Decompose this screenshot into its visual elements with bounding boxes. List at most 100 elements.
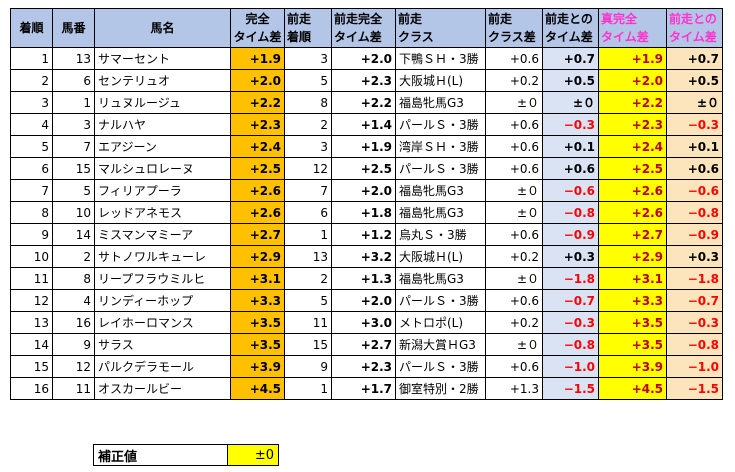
cell-diff-prev: −0.9: [542, 223, 599, 246]
cell-true-perfect: +2.6: [598, 179, 667, 202]
cell-rank: 2: [10, 69, 53, 92]
cell-diff-prev: ±０: [542, 91, 599, 114]
cell-horse-name: レイホーロマンス: [94, 311, 231, 334]
cell-rank: 3: [10, 91, 53, 114]
cell-true-diff: −0.8: [666, 201, 723, 224]
cell-perfect-time: +2.3: [230, 113, 285, 136]
cell-class-diff: +0.6: [485, 223, 543, 246]
cell-prev-rank: 3: [284, 47, 332, 70]
cell-number: 12: [52, 355, 95, 378]
cell-true-diff: +0.1: [666, 135, 723, 158]
cell-number: 3: [52, 113, 95, 136]
cell-prev-rank: 5: [284, 289, 332, 312]
cell-true-diff: −1.5: [666, 377, 723, 400]
cell-rank: 9: [10, 223, 53, 246]
cell-true-perfect: +3.5: [598, 333, 667, 356]
cell-class-diff: ±０: [485, 179, 543, 202]
cell-horse-name: リュヌルージュ: [94, 91, 231, 114]
cell-perfect-time: +2.0: [230, 69, 285, 92]
cell-horse-name: サトノワルキューレ: [94, 245, 231, 268]
cell-prev-perfect: +1.9: [331, 135, 396, 158]
cell-diff-prev: −0.3: [542, 113, 599, 136]
header-prev-perfect: 前走完全 タイム差: [331, 8, 396, 48]
header-name: 馬名: [94, 8, 231, 48]
cell-class-diff: ±０: [485, 267, 543, 290]
cell-prev-class: 大阪城Ｈ(L): [395, 69, 486, 92]
correction-table: 補正値 ±0: [93, 444, 279, 466]
cell-prev-class: 烏丸Ｓ・3勝: [395, 223, 486, 246]
cell-prev-perfect: +2.0: [331, 47, 396, 70]
table-row: 8 10 レッドアネモス +2.6 6 +1.8 福島牝馬G3 ±０ −0.8 +2.6 −0.8: [10, 201, 723, 224]
cell-prev-perfect: +1.3: [331, 267, 396, 290]
cell-prev-class: 福島牝馬G3: [395, 267, 486, 290]
cell-true-diff: −1.8: [666, 267, 723, 290]
cell-prev-rank: 3: [284, 135, 332, 158]
cell-number: 6: [52, 69, 95, 92]
cell-number: 5: [52, 179, 95, 202]
cell-diff-prev: −1.5: [542, 377, 599, 400]
cell-rank: 13: [10, 311, 53, 334]
cell-prev-class: メトロポ(L): [395, 311, 486, 334]
cell-prev-perfect: +3.0: [331, 311, 396, 334]
cell-true-perfect: +2.7: [598, 223, 667, 246]
cell-true-perfect: +2.0: [598, 69, 667, 92]
cell-prev-perfect: +1.7: [331, 377, 396, 400]
cell-number: 10: [52, 201, 95, 224]
cell-true-perfect: +2.2: [598, 91, 667, 114]
cell-rank: 15: [10, 355, 53, 378]
cell-rank: 6: [10, 157, 53, 180]
cell-true-perfect: +3.5: [598, 311, 667, 334]
cell-rank: 1: [10, 47, 53, 70]
cell-horse-name: レッドアネモス: [94, 201, 231, 224]
cell-horse-name: リンディーホップ: [94, 289, 231, 312]
correction-label: 補正値: [93, 444, 228, 466]
cell-diff-prev: −0.7: [542, 289, 599, 312]
cell-prev-rank: 7: [284, 179, 332, 202]
table-row: 15 12 パルクデラモール +3.9 9 +2.3 パールＳ・3勝 +0.6 −1.0 +3.9…: [10, 355, 723, 378]
cell-diff-prev: −0.8: [542, 201, 599, 224]
cell-prev-rank: 12: [284, 157, 332, 180]
cell-prev-class: 御室特別・2勝: [395, 377, 486, 400]
cell-prev-rank: 6: [284, 201, 332, 224]
race-table: 着順 馬番 馬名 完全 タイム差 前走 着順 前走完全 タイム差 前走 クラス 前走 クラ…: [10, 8, 723, 400]
cell-prev-class: パールＳ・3勝: [395, 355, 486, 378]
cell-number: 9: [52, 333, 95, 356]
cell-prev-rank: 2: [284, 113, 332, 136]
cell-class-diff: ±０: [485, 333, 543, 356]
cell-prev-class: 福島牝馬G3: [395, 201, 486, 224]
cell-true-diff: −0.9: [666, 223, 723, 246]
table-row: 9 14 ミスマンマミーア +2.7 1 +1.2 烏丸Ｓ・3勝 +0.6 −0.9 +2.7 −0…: [10, 223, 723, 246]
cell-true-diff: +0.3: [666, 245, 723, 268]
header-perfect-time: 完全 タイム差: [230, 8, 285, 48]
cell-class-diff: +0.6: [485, 157, 543, 180]
header-prev-rank: 前走 着順: [284, 8, 332, 48]
header-class-diff: 前走 クラス差: [485, 8, 543, 48]
cell-prev-perfect: +2.2: [331, 91, 396, 114]
cell-true-diff: ±０: [666, 91, 723, 114]
cell-number: 7: [52, 135, 95, 158]
correction-value: ±0: [227, 444, 279, 466]
cell-rank: 8: [10, 201, 53, 224]
cell-horse-name: リープフラウミルヒ: [94, 267, 231, 290]
cell-diff-prev: −0.8: [542, 333, 599, 356]
cell-class-diff: +0.6: [485, 135, 543, 158]
cell-number: 2: [52, 245, 95, 268]
cell-prev-class: パールＳ・3勝: [395, 157, 486, 180]
cell-prev-perfect: +1.2: [331, 223, 396, 246]
cell-rank: 4: [10, 113, 53, 136]
table-body: 1 13 サマーセント +1.9 3 +2.0 下鴨ＳＨ・3勝 +0.6 +0.7 +1.9 +0.…: [10, 47, 723, 400]
cell-prev-rank: 13: [284, 245, 332, 268]
cell-perfect-time: +2.9: [230, 245, 285, 268]
cell-rank: 14: [10, 333, 53, 356]
cell-horse-name: フィリアプーラ: [94, 179, 231, 202]
cell-true-diff: −0.6: [666, 179, 723, 202]
cell-true-diff: −0.7: [666, 289, 723, 312]
cell-class-diff: +0.2: [485, 311, 543, 334]
cell-true-diff: +0.5: [666, 69, 723, 92]
cell-true-diff: −0.3: [666, 113, 723, 136]
cell-class-diff: ±０: [485, 91, 543, 114]
cell-true-perfect: +2.4: [598, 135, 667, 158]
cell-horse-name: ミスマンマミーア: [94, 223, 231, 246]
cell-prev-perfect: +2.3: [331, 355, 396, 378]
cell-rank: 7: [10, 179, 53, 202]
